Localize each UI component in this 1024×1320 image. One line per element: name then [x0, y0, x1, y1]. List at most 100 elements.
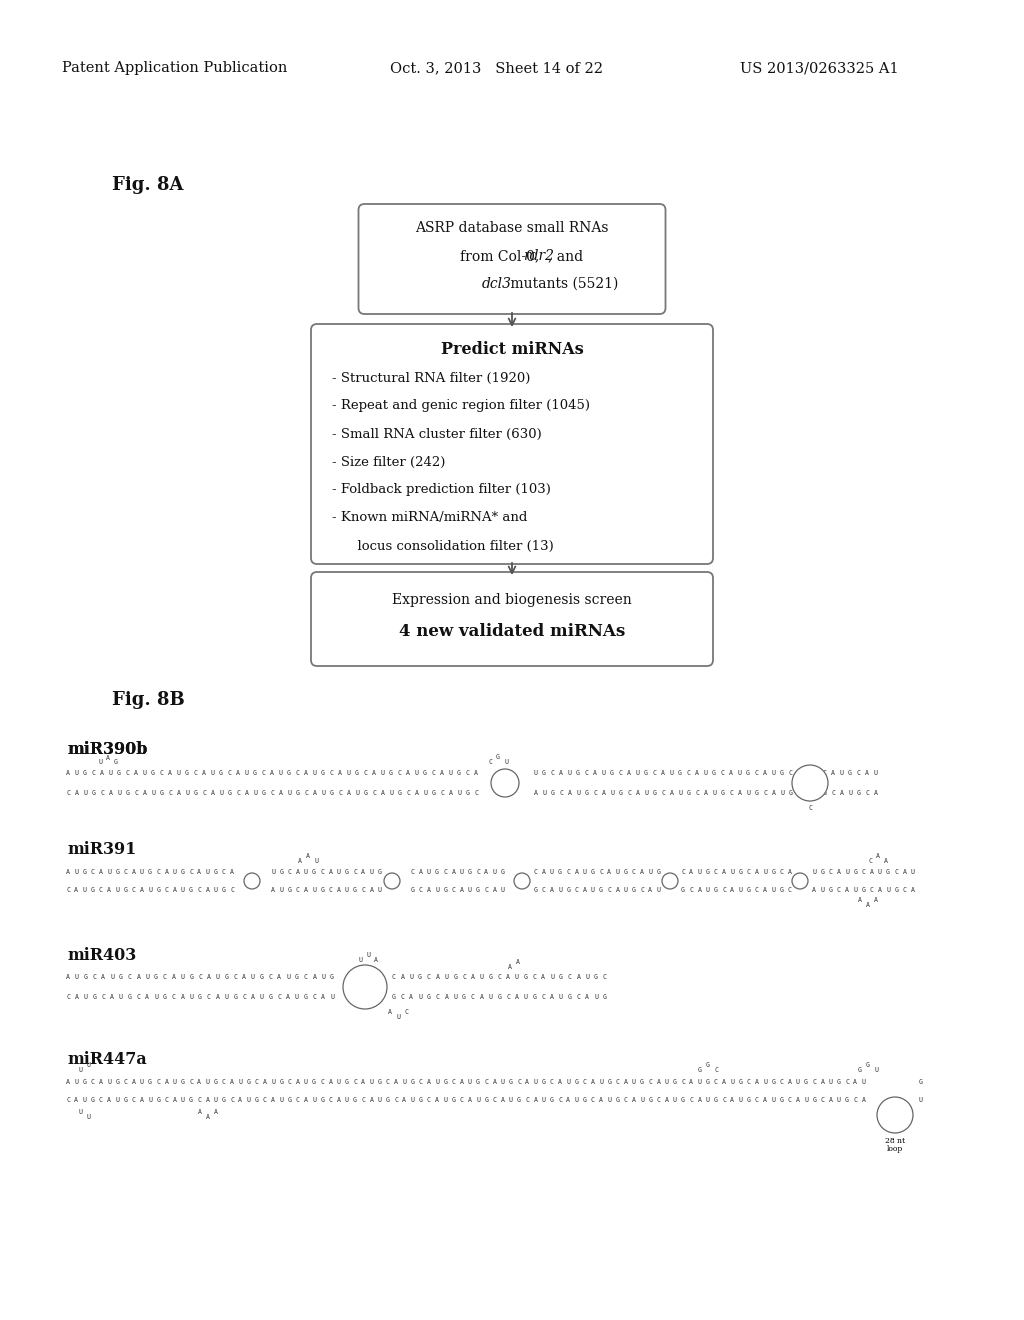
Text: U: U [449, 770, 453, 776]
Text: A: A [858, 898, 862, 903]
Text: G: G [247, 1078, 250, 1085]
Text: U: U [840, 770, 844, 776]
Text: G: G [848, 770, 852, 776]
Text: U: U [346, 770, 350, 776]
Text: U: U [345, 1097, 349, 1104]
Text: G: G [814, 770, 818, 776]
Text: C: C [288, 869, 292, 875]
Text: U: U [370, 1078, 374, 1085]
Text: A: A [577, 974, 581, 979]
Text: C: C [787, 887, 792, 894]
Text: A: A [67, 974, 70, 979]
Text: C: C [353, 869, 357, 875]
Text: U: U [730, 1078, 734, 1085]
Text: U: U [640, 1097, 644, 1104]
Text: U: U [607, 1097, 611, 1104]
Text: C: C [132, 1097, 135, 1104]
Text: C: C [440, 789, 444, 796]
Text: G: G [779, 887, 783, 894]
Text: G: G [640, 1078, 644, 1085]
Text: G: G [423, 770, 427, 776]
Text: U: U [216, 974, 219, 979]
Ellipse shape [877, 1097, 913, 1133]
Text: G: G [603, 994, 607, 1001]
Text: U: U [378, 887, 382, 894]
Text: A: A [338, 770, 342, 776]
Text: A: A [173, 887, 176, 894]
Text: dcl3: dcl3 [482, 277, 512, 290]
Text: U: U [358, 957, 361, 964]
Text: U: U [504, 759, 508, 766]
Text: C: C [157, 1078, 160, 1085]
Text: A: A [407, 770, 410, 776]
Text: A: A [165, 869, 168, 875]
Text: G: G [91, 887, 94, 894]
Text: U: U [632, 1078, 636, 1085]
Text: A: A [270, 770, 274, 776]
Text: U: U [670, 770, 674, 776]
Text: G: G [542, 1078, 546, 1085]
Text: U: U [148, 887, 152, 894]
Text: A: A [278, 974, 282, 979]
Text: C: C [498, 974, 501, 979]
Text: A: A [372, 770, 376, 776]
Text: C: C [419, 887, 423, 894]
Text: U: U [636, 770, 639, 776]
Text: A: A [737, 789, 741, 796]
Text: G: G [462, 994, 466, 1001]
Text: U: U [152, 789, 155, 796]
Text: G: G [189, 887, 193, 894]
Text: U: U [181, 1097, 184, 1104]
Text: A: A [516, 960, 520, 965]
Text: C: C [128, 974, 131, 979]
Text: U: U [468, 1078, 472, 1085]
Text: C: C [400, 994, 404, 1001]
Text: C: C [124, 869, 127, 875]
Text: C: C [270, 789, 274, 796]
Text: A: A [346, 789, 350, 796]
Text: G: G [163, 994, 167, 1001]
Text: C: C [189, 1078, 193, 1085]
Text: U: U [443, 1097, 447, 1104]
Text: Fig. 8A: Fig. 8A [112, 176, 183, 194]
Text: G: G [714, 1097, 718, 1104]
Text: A: A [636, 789, 639, 796]
Text: C: C [722, 887, 726, 894]
Text: C: C [681, 869, 685, 875]
Text: A: A [440, 770, 444, 776]
Text: U: U [853, 887, 857, 894]
Text: A: A [627, 770, 631, 776]
Text: U: U [173, 869, 176, 875]
Text: A: A [695, 770, 699, 776]
Text: A: A [771, 789, 775, 796]
Text: A: A [173, 1097, 176, 1104]
Text: G: G [224, 974, 228, 979]
Text: G: G [566, 887, 570, 894]
Circle shape [792, 873, 808, 888]
Text: A: A [172, 974, 175, 979]
Text: C: C [364, 770, 368, 776]
Text: A: A [206, 1097, 209, 1104]
Text: C: C [861, 869, 865, 875]
Text: U: U [312, 770, 316, 776]
Text: A: A [176, 789, 180, 796]
Text: A: A [67, 869, 70, 875]
Text: C: C [329, 1097, 333, 1104]
Text: G: G [280, 869, 284, 875]
Text: A: A [471, 974, 475, 979]
Text: A: A [180, 994, 184, 1001]
Text: U: U [673, 1097, 677, 1104]
Text: C: C [714, 1078, 718, 1085]
Text: A: A [837, 869, 841, 875]
Text: U: U [75, 770, 79, 776]
Text: C: C [721, 770, 724, 776]
Text: G: G [198, 994, 202, 1001]
Text: C: C [452, 1078, 456, 1085]
Text: A: A [361, 869, 366, 875]
Text: C: C [411, 869, 415, 875]
Text: U: U [591, 887, 595, 894]
Text: Oct. 3, 2013   Sheet 14 of 22: Oct. 3, 2013 Sheet 14 of 22 [390, 61, 603, 75]
Text: U: U [337, 1078, 341, 1085]
Text: G: G [160, 789, 164, 796]
Text: A: A [865, 770, 869, 776]
